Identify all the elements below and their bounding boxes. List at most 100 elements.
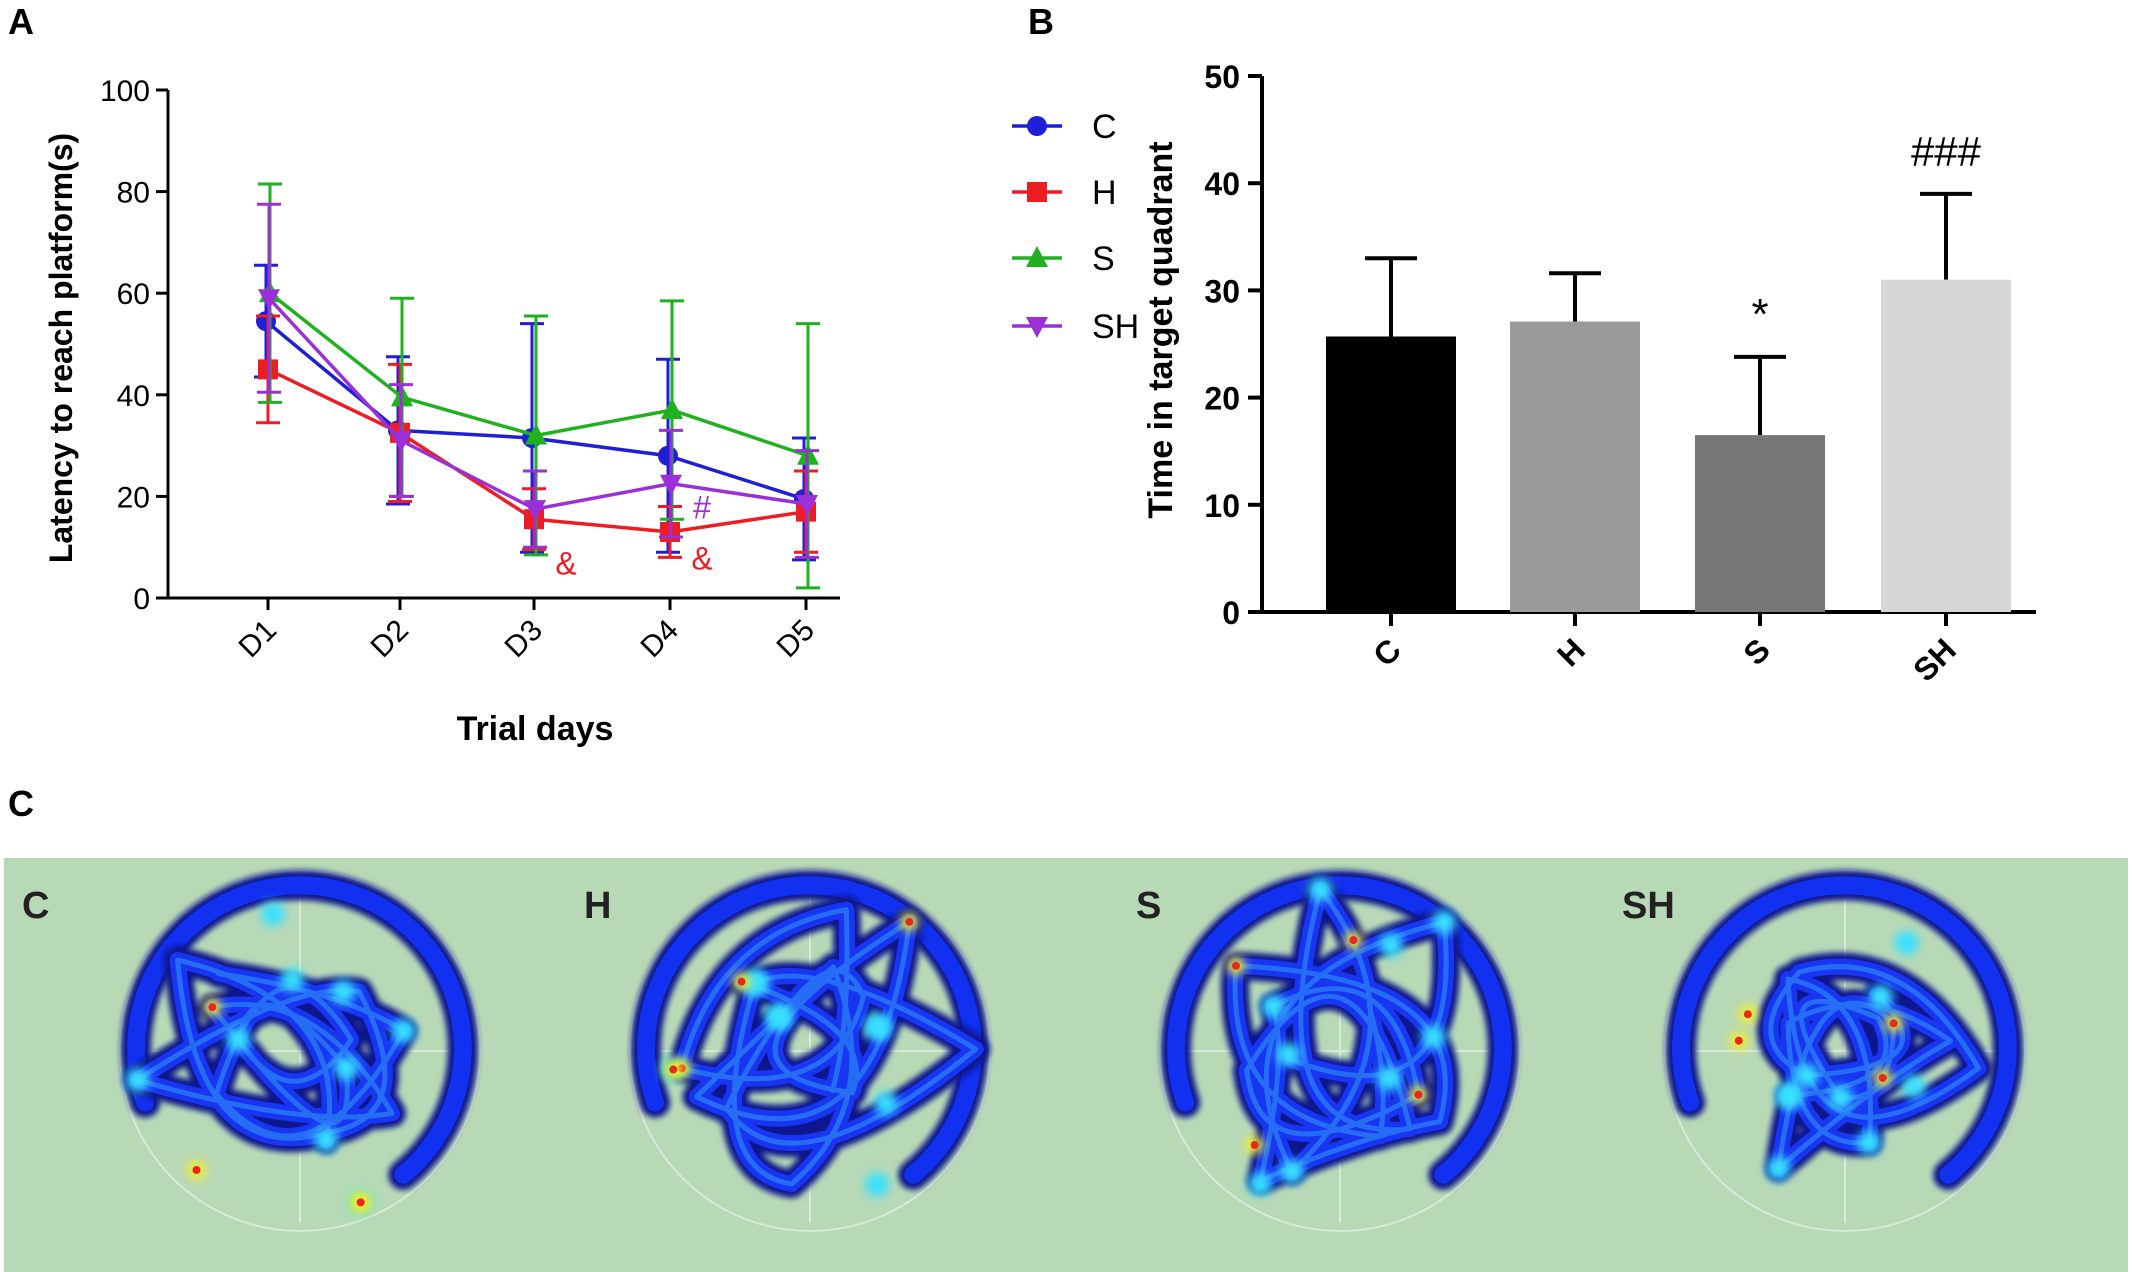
legend-label: C bbox=[1092, 108, 1117, 146]
swim-heatmap-s bbox=[1159, 870, 1521, 1232]
heatmap-panel: C H S SH bbox=[4, 858, 2128, 1272]
bar-group-c: C bbox=[1326, 256, 1456, 673]
hotspot-cool bbox=[1868, 984, 1893, 1009]
hotspot-hot bbox=[669, 1065, 678, 1074]
panel-label-a: A bbox=[8, 1, 34, 42]
hotspot-cool bbox=[334, 1056, 359, 1081]
bar bbox=[1881, 279, 2011, 612]
legend-label: SH bbox=[1092, 308, 1139, 346]
hotspot-cool bbox=[1377, 1066, 1402, 1091]
hotspot-hot bbox=[737, 977, 746, 986]
hotspot-cool bbox=[1260, 994, 1285, 1019]
heatmap-label-sh: SH bbox=[1622, 885, 1675, 927]
hotspot-cool bbox=[873, 1090, 898, 1115]
legend-item-c: C bbox=[1012, 108, 1117, 146]
hotspot-cool bbox=[1276, 1042, 1301, 1067]
line-chart-latency: Latency to reach platform(s) Trial days … bbox=[43, 75, 1139, 748]
hotspot-hot bbox=[1414, 1090, 1423, 1099]
swim-heatmap-sh bbox=[1664, 870, 2026, 1232]
legend-item-sh: SH bbox=[1012, 308, 1139, 346]
hotspot-hot bbox=[1734, 1036, 1743, 1045]
chart-a-ytick-label: 40 bbox=[117, 380, 150, 413]
track-core bbox=[1672, 876, 2017, 1184]
hotspot-hot bbox=[356, 1198, 365, 1207]
hotspot-hot bbox=[1349, 936, 1358, 945]
chart-b-ytick-label: 30 bbox=[1204, 273, 1240, 309]
chart-a-series bbox=[254, 182, 820, 590]
hotspot-cool bbox=[1248, 1172, 1273, 1197]
legend-item-s: S bbox=[1012, 240, 1115, 278]
chart-a-ytick-label: 100 bbox=[100, 75, 150, 108]
hotspot-cool bbox=[865, 1172, 890, 1197]
heatmap-label-h: H bbox=[584, 885, 611, 927]
legend-label: S bbox=[1092, 240, 1115, 278]
swim-heatmap-h bbox=[629, 870, 991, 1232]
chart-a-xtick-label: D1 bbox=[232, 614, 282, 664]
hotspot-cool bbox=[1828, 1085, 1853, 1110]
hotspot-cool bbox=[767, 1005, 792, 1030]
chart-a-xtick-label: D2 bbox=[364, 614, 414, 664]
legend-label: H bbox=[1092, 174, 1117, 212]
chart-b-xtick-label: SH bbox=[1906, 631, 1963, 688]
chart-b-ytick-label: 0 bbox=[1222, 595, 1240, 631]
track-core bbox=[637, 876, 982, 1184]
hotspot-cool bbox=[1432, 910, 1457, 935]
heatmap-label-s: S bbox=[1136, 885, 1161, 927]
chart-b-xtick-label: H bbox=[1550, 631, 1592, 673]
chart-a-annotations: & & # bbox=[555, 490, 712, 582]
hotspot-hot bbox=[208, 1003, 217, 1012]
hotspot-cool bbox=[314, 1127, 339, 1152]
point-marker bbox=[258, 289, 280, 311]
hotspot-cool bbox=[1279, 1159, 1304, 1184]
point-marker bbox=[796, 495, 818, 517]
hotspot-hot bbox=[192, 1166, 201, 1175]
chart-a-xtick-label: D5 bbox=[770, 614, 820, 664]
track-highlight bbox=[1232, 886, 1449, 1184]
chart-b-ylabel: Time in target quadrant bbox=[1142, 141, 1180, 518]
chart-b-axes: 0 10 20 30 40 50 bbox=[1204, 59, 2036, 631]
chart-b-ytick-label: 40 bbox=[1204, 166, 1240, 202]
hotspot-cool bbox=[226, 1027, 251, 1052]
panel-label-b: B bbox=[1028, 1, 1054, 42]
hotspot-cool bbox=[1794, 1063, 1819, 1088]
hotspot-cool bbox=[1894, 930, 1919, 955]
hotspot-cool bbox=[391, 1018, 416, 1043]
hotspot-cool bbox=[1901, 1074, 1926, 1099]
hotspot-hot bbox=[1250, 1141, 1259, 1150]
bar bbox=[1510, 321, 1640, 612]
track-core bbox=[1167, 876, 1512, 1184]
hotspot-hot bbox=[1889, 1019, 1898, 1028]
significance-mark: & bbox=[555, 545, 576, 581]
legend-item-h: H bbox=[1012, 174, 1117, 212]
chart-b-ytick-label: 50 bbox=[1204, 59, 1240, 95]
chart-a-ytick-label: 20 bbox=[117, 481, 150, 514]
point-marker bbox=[1027, 116, 1047, 136]
bar-group-h: H bbox=[1510, 271, 1640, 673]
series-line bbox=[267, 297, 808, 511]
hotspot-hot bbox=[905, 917, 914, 926]
chart-a-ytick-label: 60 bbox=[117, 278, 150, 311]
point-marker bbox=[1026, 246, 1048, 267]
chart-a-xtick-label: D4 bbox=[634, 614, 684, 664]
point-marker bbox=[658, 445, 678, 466]
chart-a-xtick-label: D3 bbox=[498, 614, 548, 664]
hotspot-cool bbox=[125, 1067, 150, 1092]
point-marker bbox=[256, 311, 276, 332]
chart-a-ytick-label: 0 bbox=[133, 583, 150, 616]
point-marker bbox=[660, 474, 682, 496]
bar-group-s: S bbox=[1695, 354, 1825, 672]
hotspot-cool bbox=[1308, 877, 1333, 902]
chart-b-ytick-label: 20 bbox=[1204, 381, 1240, 417]
chart-b-xtick-label: C bbox=[1366, 631, 1408, 673]
hotspot-cool bbox=[1421, 1025, 1446, 1050]
chart-a-ytick-label: 80 bbox=[117, 177, 150, 210]
hotspot-cool bbox=[1777, 1083, 1802, 1108]
point-marker bbox=[1027, 182, 1047, 202]
heatmap-images bbox=[119, 870, 2026, 1232]
panel-label-c: C bbox=[8, 783, 34, 824]
hotspot-hot bbox=[1878, 1073, 1887, 1082]
hotspot-cool bbox=[261, 901, 286, 926]
hotspot-hot bbox=[1743, 1010, 1752, 1019]
point-marker bbox=[1026, 317, 1048, 338]
